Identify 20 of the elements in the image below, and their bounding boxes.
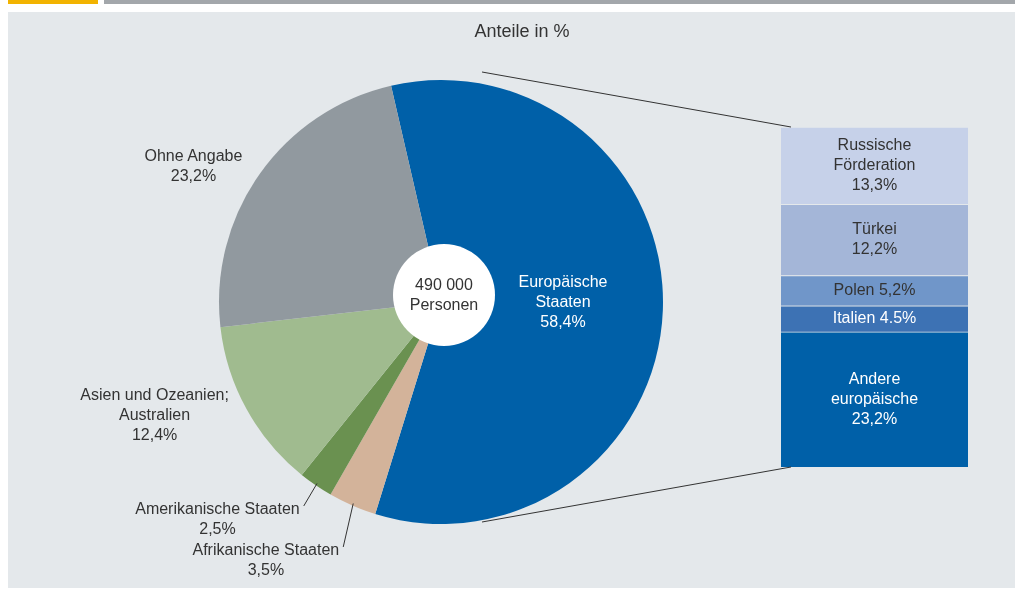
- slice-label: Europäische Staaten: [518, 273, 608, 311]
- slice-label: Afrikanische Staaten: [192, 541, 340, 559]
- data-label: 23,2%: [170, 166, 217, 184]
- data-label: 2,5%: [199, 520, 236, 538]
- series-label: Türkei: [852, 220, 897, 238]
- data-label: 12,4%: [131, 425, 178, 443]
- text: Italien 4.5%: [832, 309, 917, 327]
- data-label: 12,2%: [851, 240, 898, 258]
- data-label: 23,2%: [851, 409, 898, 427]
- data-label: 3,5%: [247, 561, 285, 579]
- series-label: Russische Förderation: [833, 136, 916, 174]
- chart-title: Anteile in %: [473, 21, 571, 42]
- data-label: 13,3%: [851, 176, 898, 194]
- text: 490 000 Personen: [408, 275, 480, 315]
- slice-label: Ohne Angabe: [144, 146, 243, 164]
- slice-label: Amerikanische Staaten: [135, 500, 300, 518]
- slice-label: Asien und Ozeanien; Australien: [80, 385, 229, 423]
- data-label: 58,4%: [540, 313, 586, 331]
- text: Polen 5,2%: [833, 281, 916, 298]
- series-label: Andere europäische: [830, 369, 919, 407]
